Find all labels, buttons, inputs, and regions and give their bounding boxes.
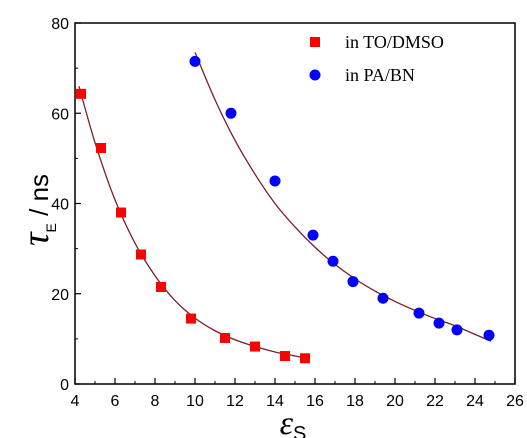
data-point-pa-bn xyxy=(377,292,389,304)
data-point-to-dmso xyxy=(76,88,86,99)
data-point-pa-bn xyxy=(307,229,319,241)
fit-curves xyxy=(78,52,492,360)
data-point-pa-bn xyxy=(347,276,359,288)
data-point-to-dmso xyxy=(220,332,230,343)
data-point-to-dmso xyxy=(136,249,146,260)
legend-label-pa-bn: in PA/BN xyxy=(345,65,415,85)
data-point-pa-bn xyxy=(327,255,339,267)
y-axis-title: τE / ns xyxy=(15,174,59,246)
plot-border xyxy=(74,22,516,385)
x-tick-label: 20 xyxy=(386,393,404,410)
data-point-pa-bn xyxy=(225,107,237,119)
x-tick-label: 24 xyxy=(466,393,484,410)
x-axis: 4 6 8 10 12 14 16 18 20 22 24 26 xyxy=(71,378,524,410)
data-point-to-dmso xyxy=(300,353,310,364)
x-tick-label: 26 xyxy=(506,393,524,410)
data-point-to-dmso xyxy=(186,313,196,324)
fit-curve-series-1 xyxy=(194,52,492,342)
x-tick-label: 8 xyxy=(151,393,160,410)
data-point-pa-bn xyxy=(451,324,463,336)
x-tick-label: 22 xyxy=(426,393,444,410)
x-tick-label: 4 xyxy=(71,393,80,410)
x-tick-label: 12 xyxy=(226,393,244,410)
data-point-pa-bn xyxy=(483,329,495,341)
x-tick-label: 16 xyxy=(306,393,324,410)
legend-label-to-dmso: in TO/DMSO xyxy=(345,32,444,52)
x-axis-title-symbol: ε xyxy=(280,405,294,438)
y-tick-label: 40 xyxy=(51,197,69,214)
y-axis: 0 20 40 60 80 xyxy=(51,16,81,394)
y-axis-title-symbol: τ xyxy=(15,231,57,246)
data-point-pa-bn xyxy=(413,307,425,319)
data-point-pa-bn xyxy=(189,55,201,67)
x-tick-label: 10 xyxy=(186,393,204,410)
data-point-to-dmso xyxy=(280,351,290,362)
plot-frame xyxy=(74,22,516,385)
x-tick-label: 6 xyxy=(111,393,120,410)
legend: in TO/DMSO in PA/BN xyxy=(309,32,444,85)
x-axis-title: εS xyxy=(280,405,307,438)
y-axis-title-unit: / ns xyxy=(24,174,54,223)
data-point-to-dmso xyxy=(96,142,106,153)
y-tick-label: 80 xyxy=(51,16,69,33)
data-point-to-dmso xyxy=(250,341,260,352)
y-tick-label: 60 xyxy=(51,106,69,123)
data-point-to-dmso xyxy=(116,207,126,218)
x-tick-label: 14 xyxy=(266,393,284,410)
legend-marker-to-dmso xyxy=(310,37,320,47)
x-axis-title-subscript: S xyxy=(293,423,306,438)
legend-marker-pa-bn xyxy=(309,69,321,81)
data-points xyxy=(76,55,495,364)
data-point-pa-bn xyxy=(433,317,445,329)
data-point-pa-bn xyxy=(269,175,281,187)
y-axis-title-subscript: E xyxy=(43,223,59,232)
data-point-to-dmso xyxy=(156,281,166,292)
y-tick-label: 0 xyxy=(60,377,69,394)
y-tick-label: 20 xyxy=(51,287,69,304)
x-tick-label: 18 xyxy=(346,393,364,410)
